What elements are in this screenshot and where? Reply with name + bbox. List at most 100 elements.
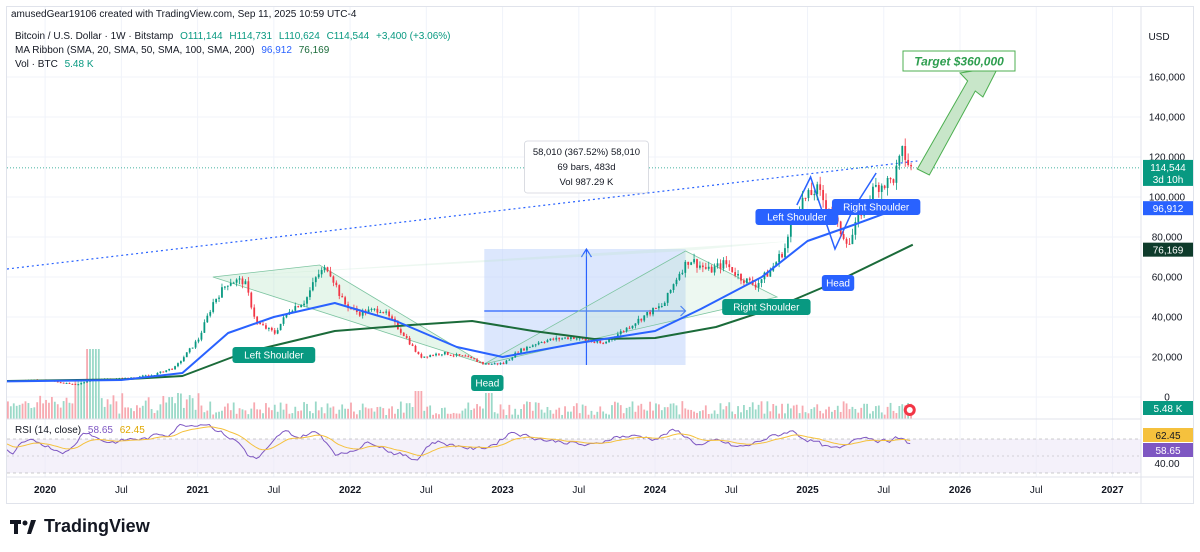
candle-body xyxy=(250,292,253,308)
candle-body xyxy=(370,308,373,310)
volume-bar xyxy=(725,406,728,419)
candle-body xyxy=(467,356,470,358)
candle-body xyxy=(71,383,74,385)
time-tick-label: Jul xyxy=(420,485,433,496)
volume-bar xyxy=(455,413,458,419)
volume-bar xyxy=(141,405,144,419)
volume-bar xyxy=(309,411,311,419)
head-label-1-bg xyxy=(471,375,504,391)
volume-bar xyxy=(813,407,816,419)
candle-body xyxy=(446,351,449,355)
candle-body xyxy=(619,331,622,335)
candle-body xyxy=(259,322,261,325)
candle-body xyxy=(276,330,279,334)
candle-body xyxy=(904,146,907,160)
volume-bar xyxy=(256,409,259,419)
volume-bar xyxy=(432,414,434,419)
volume-bar xyxy=(643,409,646,419)
candle-body xyxy=(789,222,792,237)
candle-body xyxy=(206,315,209,323)
candle-body xyxy=(575,338,578,340)
candle-body xyxy=(880,185,883,192)
volume-bar xyxy=(561,414,564,419)
ma-label[interactable]: MA Ribbon (SMA, 20, SMA, 50, SMA, 100, S… xyxy=(15,45,255,56)
volume-bar xyxy=(611,405,613,419)
candle-body xyxy=(781,253,783,258)
time-tick-label: 2026 xyxy=(949,485,972,496)
volume-bar xyxy=(124,407,127,419)
candle-body xyxy=(300,305,303,308)
candle-body xyxy=(534,344,537,346)
volume-badge: 5.48 K xyxy=(1154,404,1183,415)
volume-bar xyxy=(810,408,813,419)
volume-bar xyxy=(329,407,332,419)
volume-bar xyxy=(15,405,18,419)
candle-body xyxy=(165,370,168,373)
candle-body xyxy=(540,342,543,344)
candle-body xyxy=(311,282,314,291)
volume-bar xyxy=(807,413,810,419)
candle-body xyxy=(596,340,599,343)
volume-bar xyxy=(570,411,572,419)
volume-bar xyxy=(48,402,50,419)
rsi-label[interactable]: RSI (14, close) xyxy=(15,425,82,436)
candle-body xyxy=(637,318,640,324)
time-tick-label: 2027 xyxy=(1101,485,1124,496)
tradingview-logo[interactable]: TradingView xyxy=(10,516,150,537)
vol-label[interactable]: Vol · BTC xyxy=(15,59,58,70)
volume-bar xyxy=(30,407,33,419)
candle-body xyxy=(435,353,437,356)
volume-bar xyxy=(631,401,634,419)
volume-bar xyxy=(92,349,94,419)
volume-bar xyxy=(869,413,871,419)
candle-body xyxy=(567,337,569,339)
volume-bar xyxy=(156,410,159,419)
volume-bar xyxy=(273,404,276,419)
pattern-triangle-2 xyxy=(484,250,779,365)
symbol-line: Bitcoin / U.S. Dollar · 1W · Bitstamp O1… xyxy=(15,31,454,42)
candle-body xyxy=(883,185,886,189)
volume-bar xyxy=(540,409,543,419)
ohlc-high: H114,731 xyxy=(229,31,273,42)
candle-body xyxy=(719,263,722,269)
candle-body xyxy=(273,330,276,334)
candle-body xyxy=(745,278,748,283)
left-shoulder-label-2: Left Shoulder xyxy=(767,213,827,224)
volume-bar xyxy=(18,404,21,419)
volume-bar xyxy=(766,401,769,419)
candle-body xyxy=(484,363,487,365)
candle-body xyxy=(473,358,476,360)
volume-bar xyxy=(276,411,279,419)
volume-bar xyxy=(895,413,898,419)
candle-body xyxy=(59,382,62,384)
volume-bar xyxy=(159,404,162,419)
right-shoulder-label-1: Right Shoulder xyxy=(733,303,800,314)
candle-body xyxy=(907,159,910,166)
volume-bar xyxy=(171,396,174,419)
volume-bar xyxy=(27,403,30,419)
candle-body xyxy=(523,348,525,351)
volume-bar xyxy=(572,406,575,419)
candle-body xyxy=(476,359,478,362)
candle-body xyxy=(743,280,745,283)
candle-body xyxy=(209,311,212,316)
volume-bar xyxy=(285,403,288,419)
rsi-ma-line xyxy=(7,426,911,457)
candle-body xyxy=(482,361,484,364)
volume-bar xyxy=(798,413,801,419)
volume-bar xyxy=(514,408,517,419)
candle-body xyxy=(379,312,382,314)
symbol-title[interactable]: Bitcoin / U.S. Dollar · 1W · Bitstamp xyxy=(15,31,174,42)
volume-bar xyxy=(106,399,109,419)
volume-bar xyxy=(7,401,9,419)
candle-body xyxy=(537,342,540,345)
candle-body xyxy=(332,276,335,283)
volume-bar xyxy=(719,403,722,419)
time-tick-label: 2025 xyxy=(796,485,819,496)
chart-canvas[interactable]: Left Shoulder Head Right Shoulder Left Shou… xyxy=(7,7,1193,503)
volume-bar xyxy=(696,412,698,419)
candle-body xyxy=(156,372,159,376)
volume-bar xyxy=(185,399,188,419)
candle-body xyxy=(267,327,270,329)
volume-bar xyxy=(713,410,716,419)
